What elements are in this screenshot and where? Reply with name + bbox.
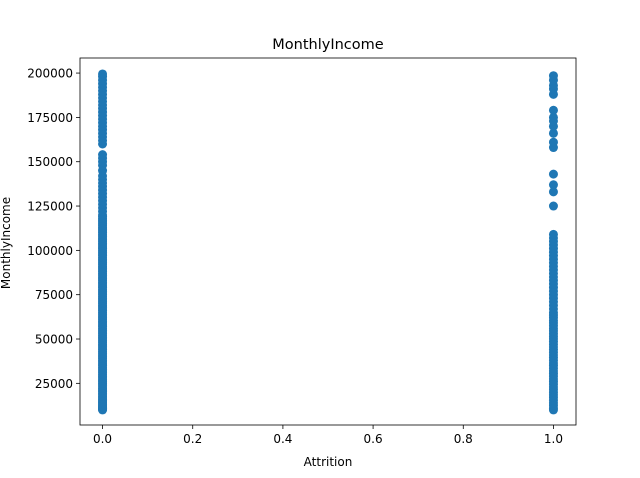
data-point	[548, 180, 558, 190]
plot-area-frame	[79, 57, 577, 426]
data-point	[98, 69, 108, 79]
x-tick-label: 0.2	[183, 432, 202, 446]
y-tick-label: 175000	[27, 111, 73, 125]
data-point	[548, 201, 558, 211]
y-axis-label: MonthlyIncome	[0, 197, 13, 289]
x-tick-label: 1.0	[544, 432, 563, 446]
x-tick-label: 0.0	[93, 432, 112, 446]
data-point	[548, 229, 558, 239]
chart-title: MonthlyIncome	[272, 37, 383, 53]
y-axis-ticks: 25000 50000 75000 100000 125000 150000 175000 2…	[27, 67, 80, 391]
x-axis-label: Attrition	[304, 455, 353, 469]
data-point	[548, 112, 558, 122]
x-tick-label: 0.4	[273, 432, 292, 446]
x-axis-ticks: 0.0 0.2 0.4 0.6 0.8 1.0	[93, 425, 563, 446]
y-tick-label: 50000	[35, 333, 73, 347]
y-tick-label: 100000	[27, 244, 73, 258]
x-tick-label: 0.6	[364, 432, 383, 446]
data-points	[98, 69, 558, 415]
y-tick-label: 125000	[27, 200, 73, 214]
data-point	[98, 150, 108, 160]
y-tick-label: 75000	[35, 288, 73, 302]
data-point	[548, 105, 558, 115]
data-point	[548, 128, 558, 138]
y-tick-label: 25000	[35, 377, 73, 391]
data-point	[548, 187, 558, 197]
data-point	[548, 71, 558, 81]
y-tick-label: 150000	[27, 155, 73, 169]
data-point	[548, 137, 558, 147]
y-tick-label: 200000	[27, 67, 73, 81]
data-point	[548, 169, 558, 179]
x-tick-label: 0.8	[454, 432, 473, 446]
